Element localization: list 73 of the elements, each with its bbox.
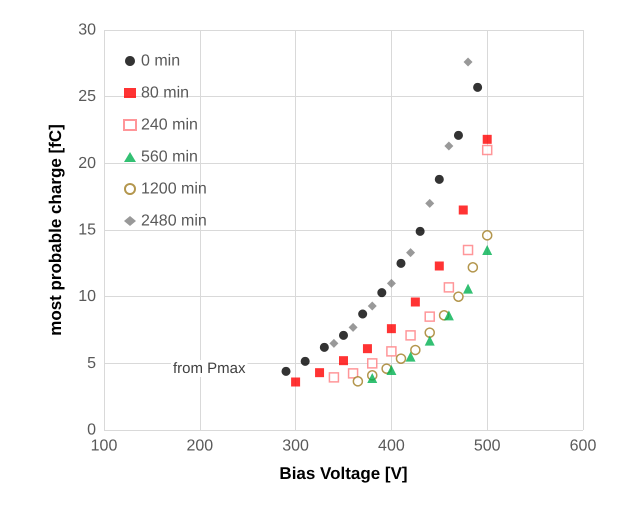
legend-label: 1200 min (141, 180, 207, 198)
point (410, 298, 420, 306)
point (377, 288, 386, 298)
x-tick-label: 500 (474, 438, 501, 454)
y-tick-label: 10 (78, 288, 96, 306)
legend-label: 0 min (141, 52, 180, 70)
point (300, 356, 310, 366)
point (434, 262, 444, 270)
point (468, 262, 478, 273)
point (444, 310, 454, 320)
point (352, 376, 364, 387)
point (482, 230, 492, 241)
point (473, 82, 482, 92)
point (386, 365, 396, 375)
point (405, 330, 416, 341)
point (482, 144, 492, 156)
point (464, 58, 473, 66)
point (424, 327, 435, 338)
point (444, 282, 454, 293)
point (406, 248, 416, 258)
point (315, 368, 324, 378)
point (348, 368, 358, 379)
annotation: from Pmax (173, 360, 246, 377)
point (406, 352, 416, 362)
y-tick-label: 15 (78, 222, 96, 238)
point (396, 258, 406, 268)
legend-label: 240 min (141, 116, 198, 134)
legend-label: 2480 min (141, 212, 207, 230)
x-tick-label: 200 (186, 438, 214, 454)
point (453, 291, 464, 302)
point (339, 330, 348, 340)
point (454, 130, 463, 140)
point (291, 378, 300, 386)
point (366, 358, 378, 369)
point (362, 344, 372, 354)
point (367, 373, 378, 383)
x-tick-label: 600 (570, 438, 596, 454)
legend-label: 560 min (141, 148, 198, 166)
y-axis-title: most probable charge [fC] (46, 124, 65, 336)
point (282, 366, 291, 376)
point (458, 206, 468, 214)
point (424, 311, 435, 322)
point (424, 336, 435, 346)
point (416, 226, 425, 236)
point (328, 372, 340, 383)
point (396, 353, 406, 364)
y-tick-label: 20 (78, 154, 96, 172)
x-tick-label: 100 (90, 438, 118, 454)
point (425, 198, 434, 208)
point (329, 338, 338, 348)
point (386, 324, 396, 334)
y-tick-label: 5 (87, 354, 96, 372)
y-tick-label: 0 (87, 422, 96, 438)
point (348, 322, 358, 332)
point (462, 244, 474, 256)
point (482, 134, 492, 144)
point (434, 174, 444, 184)
point (368, 302, 377, 310)
point (482, 245, 492, 255)
x-tick-label: 400 (378, 438, 405, 454)
point (410, 344, 421, 356)
point (386, 278, 396, 288)
point (386, 346, 397, 357)
x-axis-title: Bias Voltage [V] (279, 464, 408, 483)
point (339, 356, 348, 366)
point (320, 342, 329, 352)
x-tick-label: 300 (282, 438, 310, 454)
point (358, 310, 368, 318)
legend-label: 80 min (141, 84, 190, 102)
y-tick-label: 30 (78, 22, 96, 38)
point (463, 284, 474, 294)
y-tick-label: 25 (78, 88, 96, 106)
point (444, 142, 454, 150)
